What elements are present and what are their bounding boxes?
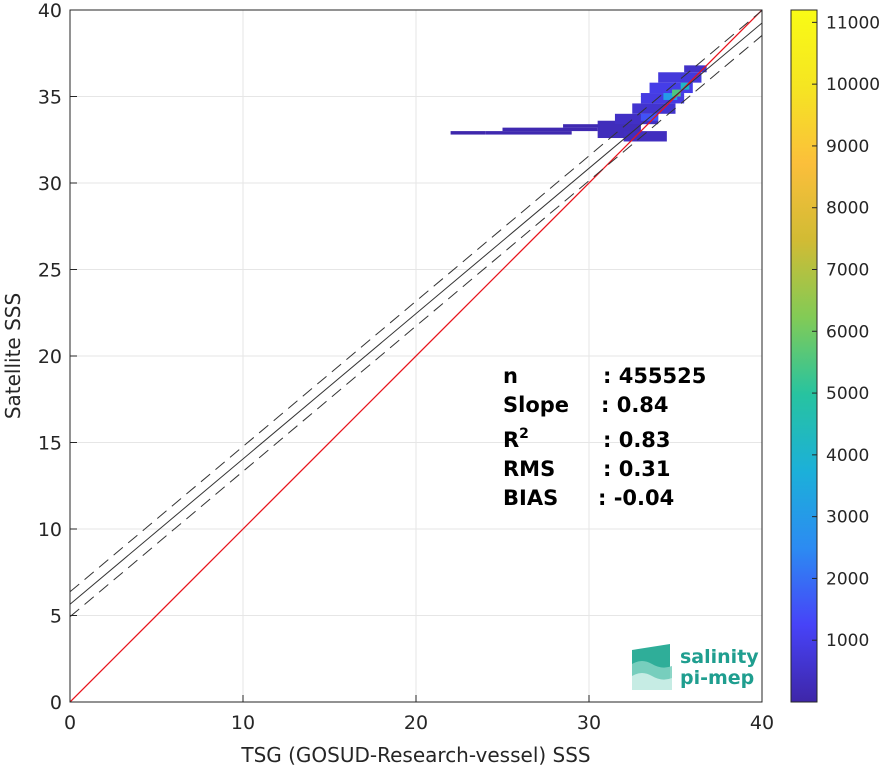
y-tick-label: 5 <box>50 606 62 628</box>
y-tick-label: 0 <box>50 692 62 714</box>
identity-line <box>70 10 762 702</box>
y-tick-label: 25 <box>38 260 62 282</box>
density-cell <box>450 131 486 135</box>
density-cell <box>672 89 681 97</box>
stat-label: BIAS <box>503 486 558 510</box>
density-cell <box>649 82 693 94</box>
density-cell <box>614 113 659 125</box>
density-cell <box>640 93 685 104</box>
y-tick-label: 10 <box>38 519 62 541</box>
x-tick-label: 10 <box>231 712 255 734</box>
x-axis-label: TSG (GOSUD-Research-vessel) SSS <box>240 743 590 767</box>
density-cell <box>485 131 572 135</box>
colorbar-tick-label: 7000 <box>826 261 869 281</box>
y-axis-label: Satellite SSS <box>1 293 25 419</box>
x-tick-label: 30 <box>577 712 601 734</box>
stat-label: n <box>503 364 518 388</box>
x-tick-label: 0 <box>64 712 76 734</box>
stat-value: : 0.31 <box>603 457 671 481</box>
x-tick-label: 20 <box>404 712 428 734</box>
colorbar-tick-label: 11000 <box>826 13 880 33</box>
density-cell <box>663 93 678 100</box>
stat-label: RMS <box>503 457 555 481</box>
x-axis-ticks: 0 10 20 30 40 <box>64 695 774 734</box>
y-tick-label: 40 <box>38 0 62 22</box>
density-cell <box>684 65 707 73</box>
stat-value: : 455525 <box>603 364 706 388</box>
stat-value: : 0.84 <box>601 393 669 417</box>
colorbar-tick-label: 10000 <box>826 75 880 95</box>
stat-value: : -0.04 <box>598 486 674 510</box>
density-cell <box>632 103 676 114</box>
y-tick-label: 20 <box>38 346 62 368</box>
colorbar-tick-label: 6000 <box>826 322 869 342</box>
density-cell <box>502 127 598 132</box>
statistics-box: n : 455525 Slope : 0.84 R2 : 0.83 RMS : 0.31 BIA… <box>503 364 706 510</box>
salinity-pi-mep-logo: salinity pi-mep <box>632 644 759 690</box>
logo-line-1: salinity <box>680 646 759 668</box>
regression-line <box>70 22 762 605</box>
colorbar <box>790 9 818 703</box>
colorbar-tick-label: 5000 <box>826 384 869 404</box>
colorbar-tick-label: 1000 <box>826 631 869 651</box>
density-cell <box>658 72 702 83</box>
stat-label-superscript: 2 <box>519 426 529 442</box>
logo-wave-icon-3 <box>632 673 672 690</box>
y-tick-label: 35 <box>38 87 62 109</box>
density-cell <box>563 124 615 128</box>
colorbar-tick-label: 9000 <box>826 137 869 157</box>
colorbar-tick-label: 3000 <box>826 508 869 528</box>
colorbar-ticks: 1000 2000 3000 4000 5000 6000 7000 8000 9000 1000… <box>812 13 880 651</box>
x-tick-label: 40 <box>750 712 774 734</box>
y-axis-ticks: 0 5 10 15 20 25 30 35 40 <box>38 0 77 714</box>
stat-label: R2 <box>503 426 529 452</box>
y-tick-label: 30 <box>38 173 62 195</box>
colorbar-tick-label: 8000 <box>826 199 869 219</box>
colorbar-tick-label: 2000 <box>826 569 869 589</box>
y-tick-label: 15 <box>38 433 62 455</box>
density-cell <box>623 131 667 142</box>
stat-value: : 0.83 <box>603 428 671 452</box>
stat-label: Slope <box>503 393 569 417</box>
colorbar-tick-label: 4000 <box>826 446 869 466</box>
logo-line-2: pi-mep <box>680 667 754 689</box>
reference-lines <box>70 10 762 702</box>
